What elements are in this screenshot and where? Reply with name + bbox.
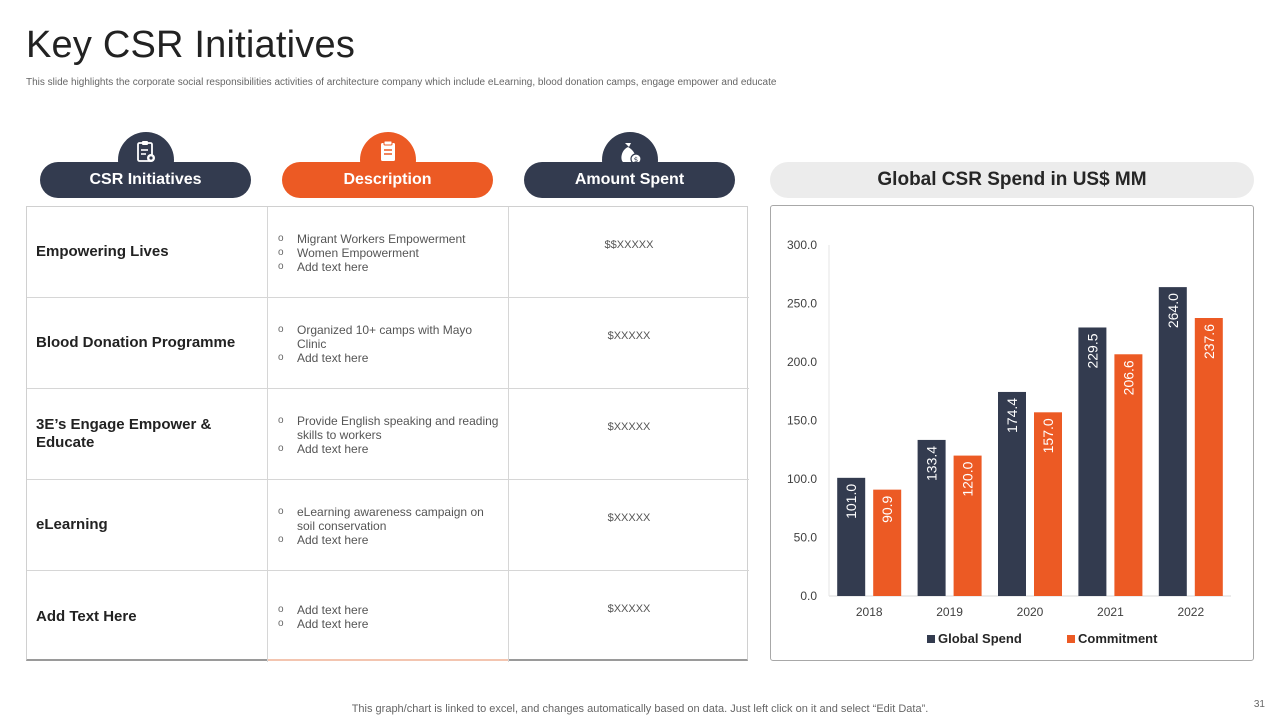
bullet-icon: o [278, 324, 284, 335]
legend-swatch [1067, 635, 1075, 643]
initiative-name: Blood Donation Programme [27, 298, 268, 389]
initiatives-table: Empowering Lives o Migrant Workers Empowe… [26, 206, 749, 662]
initiative-amount: $XXXXX [509, 480, 749, 571]
page-title: Key CSR Initiatives [26, 24, 356, 66]
bullet-icon: o [278, 604, 284, 615]
page-subtitle: This slide highlights the corporate soci… [26, 77, 777, 88]
bar [917, 439, 946, 596]
bar-chart: 0.0 50.0 100.0 150.0 200.0 250.0 300.0 101.0 90.… [787, 238, 1231, 646]
list-item: o Organized 10+ camps with Mayo Clinic [278, 323, 473, 351]
accent-divider [268, 659, 508, 661]
bar [1034, 412, 1062, 596]
x-tick-label: 2022 [1177, 605, 1204, 619]
legend-swatch [927, 635, 935, 643]
bullet-icon: o [278, 534, 284, 545]
legend-label: Commitment [1078, 631, 1158, 646]
bar-value-label: 174.4 [1004, 398, 1020, 433]
bar-value-label: 206.6 [1120, 360, 1136, 395]
initiative-name: eLearning [27, 480, 268, 571]
bar [837, 477, 866, 596]
bar-value-label: 90.9 [879, 495, 895, 522]
x-tick-label: 2021 [1097, 605, 1124, 619]
initiative-amount: $XXXXX [607, 603, 651, 615]
bar-value-label: 264.0 [1165, 293, 1181, 328]
bar [873, 489, 902, 596]
initiative-description: o eLearning awareness campaign on soil co… [268, 480, 509, 571]
initiative-name: 3E’s Engage Empower & Educate [27, 389, 268, 480]
page-number: 31 [1253, 699, 1265, 710]
initiative-description: o Provide English speaking and reading sk… [268, 389, 509, 480]
list-item: o Migrant Workers Empowerment [278, 232, 466, 246]
bar-value-label: 237.6 [1201, 324, 1217, 359]
bullet-icon: o [278, 352, 284, 363]
initiative-name: Empowering Lives [27, 207, 268, 298]
bullet-icon: o [278, 506, 284, 517]
bar [953, 455, 982, 596]
initiative-amount: $XXXXX [509, 389, 749, 480]
header-csr-initiatives: CSR Initiatives [40, 162, 251, 198]
bullet-icon: o [278, 618, 284, 629]
header-amount-spent: Amount Spent [524, 162, 735, 198]
list-item: o Add text here [278, 351, 369, 365]
chart-title: Global CSR Spend in US$ MM [770, 162, 1254, 198]
list-item: o Add text here [278, 533, 369, 547]
initiative-amount: $$XXXXX [509, 207, 749, 298]
y-tick-label: 100.0 [787, 472, 817, 486]
list-item: o Provide English speaking and reading sk… [278, 414, 499, 442]
bar-value-label: 133.4 [924, 446, 940, 481]
list-item: o eLearning awareness campaign on soil co… [278, 505, 484, 533]
x-tick-label: 2020 [1017, 605, 1044, 619]
y-tick-label: 300.0 [787, 238, 817, 252]
initiative-amount: $XXXXX [509, 298, 749, 389]
list-item: o Women Empowerment [278, 246, 419, 260]
bar-value-label: 157.0 [1040, 418, 1056, 453]
svg-text:$: $ [634, 156, 638, 164]
bar [998, 391, 1026, 596]
bullet-icon: o [278, 233, 284, 244]
bar [1158, 287, 1187, 596]
bar-value-label: 120.0 [960, 461, 976, 496]
y-tick-label: 0.0 [800, 589, 817, 603]
x-tick-label: 2018 [856, 605, 883, 619]
bar-value-label: 229.5 [1084, 333, 1100, 368]
list-item: o Add text here [278, 442, 369, 456]
bullet-icon: o [278, 415, 284, 426]
bar [1114, 354, 1143, 596]
y-tick-label: 200.0 [787, 355, 817, 369]
bar [1078, 327, 1107, 596]
legend-label: Global Spend [938, 631, 1022, 646]
chart-frame: 0.0 50.0 100.0 150.0 200.0 250.0 300.0 101.0 90.… [770, 205, 1254, 661]
x-tick-label: 2019 [936, 605, 963, 619]
initiative-description: o Add text here o Add text here [268, 571, 509, 662]
y-tick-label: 50.0 [794, 531, 818, 545]
bullet-icon: o [278, 443, 284, 454]
bar-value-label: 101.0 [843, 484, 859, 519]
bullet-icon: o [278, 261, 284, 272]
footer-note: This graph/chart is linked to excel, and… [351, 703, 929, 715]
list-item: o Add text here [278, 617, 369, 631]
bullet-icon: o [278, 247, 284, 258]
initiative-name: Add Text Here [27, 571, 268, 662]
initiative-description: o Migrant Workers Empowerment o Women Empo… [268, 207, 509, 298]
list-item: o Add text here [278, 260, 369, 274]
bar [1194, 318, 1223, 596]
list-item: o Add text here [278, 603, 369, 617]
header-description: Description [282, 162, 493, 198]
y-tick-label: 250.0 [787, 297, 817, 311]
y-tick-label: 150.0 [787, 414, 817, 428]
